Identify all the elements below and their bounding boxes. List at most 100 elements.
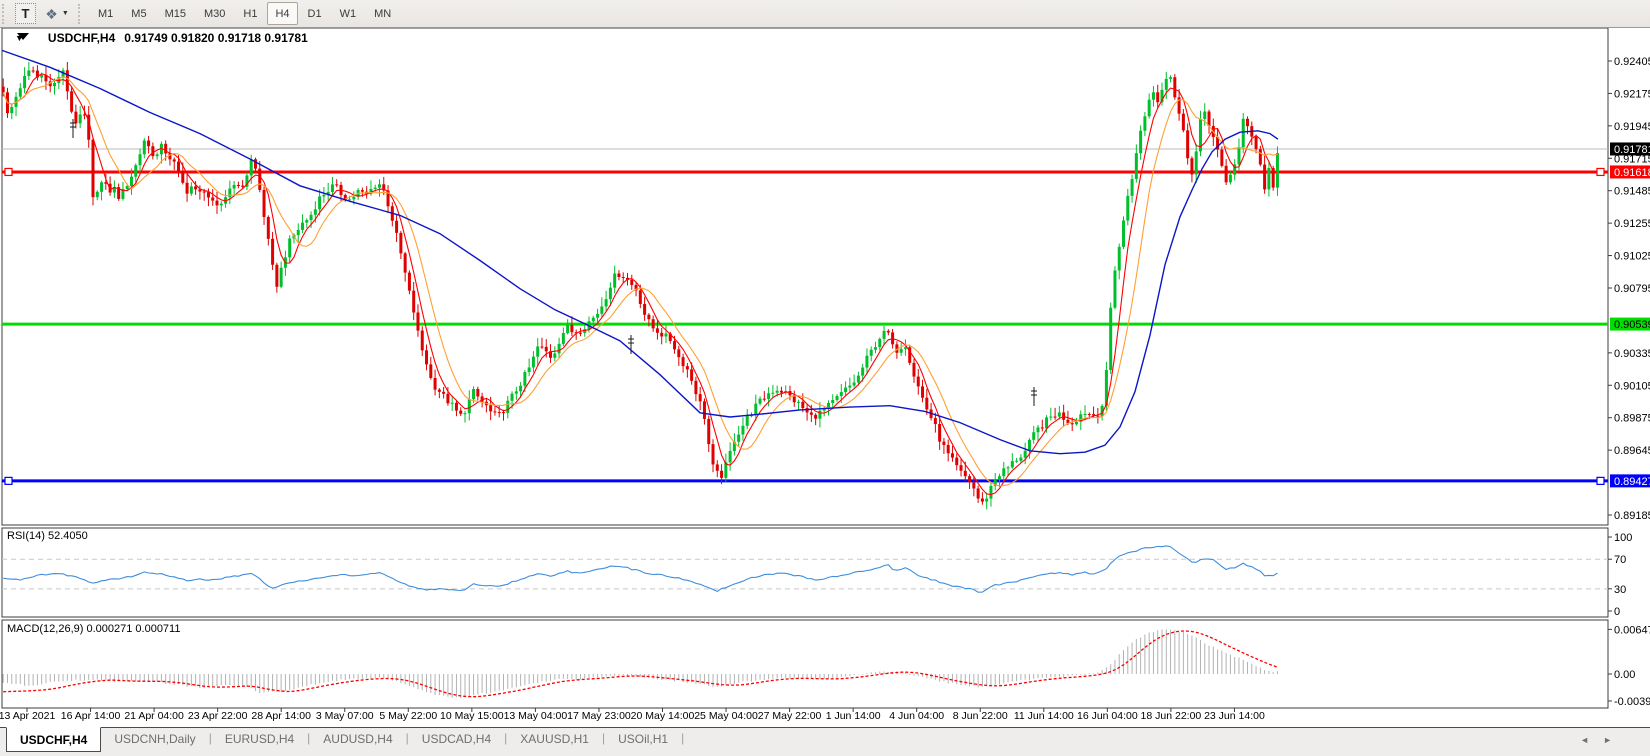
candle-body bbox=[74, 111, 78, 124]
candle-body bbox=[322, 194, 326, 197]
candle-body bbox=[100, 182, 104, 192]
candle-body bbox=[1015, 460, 1019, 462]
candle-body bbox=[1147, 99, 1151, 117]
macd-indicator-label: MACD(12,26,9) 0.000271 0.000711 bbox=[7, 623, 181, 635]
candle-body bbox=[95, 191, 99, 198]
candle-body bbox=[1087, 414, 1091, 416]
price-badge bbox=[1610, 165, 1650, 179]
chart-tab-audusd-h4[interactable]: AUDUSD,H4 bbox=[323, 731, 393, 746]
candle-body bbox=[459, 410, 463, 414]
rsi-tick-label: 30 bbox=[1614, 584, 1626, 596]
candle-body bbox=[1117, 246, 1121, 271]
timeframe-button-mn[interactable]: MN bbox=[374, 7, 392, 20]
candle-body bbox=[878, 338, 882, 348]
candle-body bbox=[993, 479, 997, 486]
candle-body bbox=[638, 290, 642, 304]
price-tick-label: 0.91255 bbox=[1614, 218, 1650, 230]
price-tick-label: 0.89645 bbox=[1614, 445, 1650, 457]
candle-body bbox=[1258, 149, 1262, 165]
candle-body bbox=[249, 159, 253, 176]
candle-body bbox=[767, 393, 771, 400]
timeframe-button-m15[interactable]: M15 bbox=[164, 7, 186, 20]
chart-shift-icon[interactable] bbox=[17, 33, 29, 40]
candle-body bbox=[980, 498, 984, 502]
candle-body bbox=[698, 394, 702, 402]
timeframe-button-m1[interactable]: M1 bbox=[98, 7, 114, 20]
candle-body bbox=[82, 114, 86, 116]
candle-body bbox=[1237, 147, 1241, 165]
timeframe-button-h1[interactable]: H1 bbox=[243, 7, 258, 20]
candle-body bbox=[117, 187, 121, 199]
candle-body bbox=[861, 367, 865, 376]
candle-body bbox=[1139, 130, 1143, 154]
candle-body bbox=[596, 313, 600, 318]
chart-tab-usoil-h1[interactable]: USOil,H1 bbox=[618, 731, 669, 746]
shapes-tool-button[interactable]: ❖ ▼ bbox=[40, 3, 74, 24]
candle-body bbox=[1228, 174, 1232, 183]
candle-body bbox=[425, 350, 429, 365]
candle-body bbox=[228, 188, 232, 198]
candle-body bbox=[373, 187, 377, 189]
rsi-axis: 100 70 30 0 bbox=[1608, 532, 1632, 618]
candle-body bbox=[720, 470, 724, 478]
candle-body bbox=[805, 408, 809, 413]
candle-body bbox=[912, 362, 916, 377]
time-tick-label: 13 Apr 2021 bbox=[0, 710, 55, 722]
main-pane[interactable] bbox=[1, 28, 1609, 526]
candle-body bbox=[181, 171, 185, 183]
timeframe-button-d1[interactable]: D1 bbox=[307, 7, 322, 20]
candle-body bbox=[129, 176, 133, 187]
candle-body bbox=[1070, 423, 1074, 425]
candle-body bbox=[570, 325, 574, 333]
level-line-handle[interactable] bbox=[4, 167, 13, 177]
timeframe-button-h4[interactable]: H4 bbox=[267, 2, 298, 25]
macd-pane[interactable] bbox=[1, 619, 1609, 709]
candle-body bbox=[702, 401, 706, 419]
candle-body bbox=[1275, 153, 1279, 188]
chart-tab-usdcnh-daily[interactable]: USDCNH,Daily bbox=[114, 731, 196, 746]
chart-canvas[interactable]: 0.92405 0.92175 0.91945 0.91715 0.91485 0.912… bbox=[0, 28, 1650, 727]
level-line-handle[interactable] bbox=[1596, 167, 1605, 177]
timeframe-button-w1[interactable]: W1 bbox=[339, 7, 357, 20]
chart-tab-xauusd-h1[interactable]: XAUUSD,H1 bbox=[520, 731, 589, 746]
level-line-handle[interactable] bbox=[1596, 476, 1605, 485]
candle-body bbox=[168, 153, 172, 160]
candle-body bbox=[613, 273, 617, 288]
price-tick-label: 0.91025 bbox=[1614, 251, 1650, 263]
candle-body bbox=[946, 444, 950, 454]
price-badge bbox=[1610, 317, 1650, 331]
candle-body bbox=[416, 312, 420, 331]
candle-body bbox=[194, 186, 198, 190]
chart-tab-eurusd-h4[interactable]: EURUSD,H4 bbox=[224, 731, 295, 746]
tab-scroll-right-icon[interactable]: ► bbox=[1603, 735, 1612, 745]
candle-body bbox=[78, 114, 82, 124]
timeframe-button-m30[interactable]: M30 bbox=[203, 7, 226, 20]
candle-body bbox=[125, 186, 129, 190]
candle-body bbox=[557, 343, 561, 354]
text-tool-button[interactable]: T bbox=[15, 3, 36, 24]
candle-body bbox=[309, 214, 313, 221]
candle-body bbox=[514, 391, 518, 394]
chart-tab-usdcad-h4[interactable]: USDCAD,H4 bbox=[421, 731, 492, 746]
time-tick-label: 8 Jun 22:00 bbox=[953, 710, 1008, 722]
tab-scroll-left-icon[interactable]: ◄ bbox=[1580, 735, 1590, 745]
candle-body bbox=[814, 414, 818, 419]
rsi-pane[interactable] bbox=[1, 527, 1609, 618]
time-tick-label: 5 May 22:00 bbox=[379, 710, 437, 722]
candle-body bbox=[348, 199, 352, 201]
candle-body bbox=[155, 154, 159, 157]
timeframe-button-m5[interactable]: M5 bbox=[131, 7, 147, 20]
chart-tab-usdchf-h4[interactable]: USDCHF,H4 bbox=[6, 727, 102, 752]
toolbar: T ❖ ▼ M1 M5 M15 M30 H1 H4 D1 W1 MN bbox=[0, 0, 1650, 28]
candle-body bbox=[253, 159, 257, 169]
level-line-handle[interactable] bbox=[4, 476, 13, 485]
symbol-dropdown-icon[interactable]: ▼ bbox=[15, 33, 24, 43]
candle-body bbox=[232, 184, 236, 189]
candle-body bbox=[549, 351, 553, 358]
candle-body bbox=[1177, 97, 1181, 114]
candle-body bbox=[1027, 439, 1031, 451]
rsi-tick-label: 100 bbox=[1614, 532, 1632, 544]
price-badge-label: 0.90539 bbox=[1614, 319, 1650, 331]
candle-body bbox=[1271, 168, 1275, 188]
